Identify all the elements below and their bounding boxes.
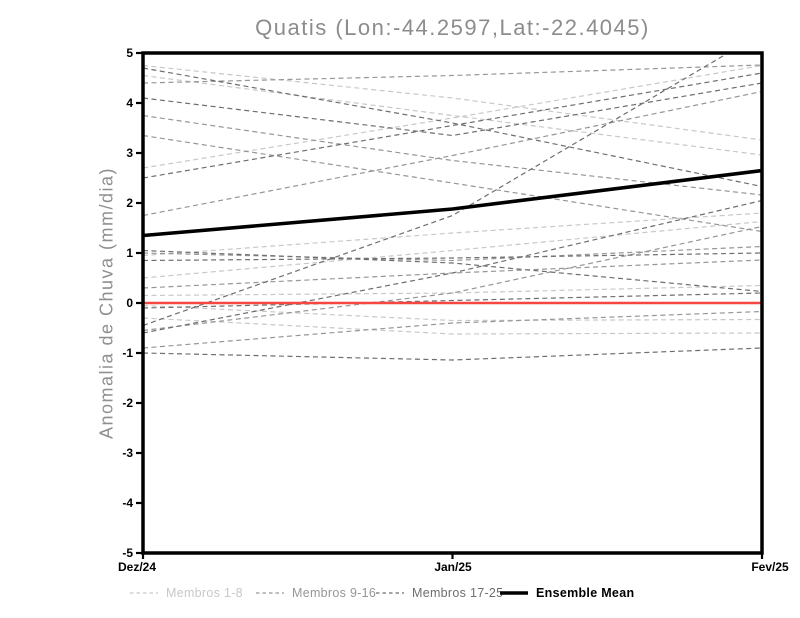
member-line-group-1 [143, 64, 762, 169]
legend-item-membros-9-16: Membros 9-16 [256, 585, 376, 601]
x-tick-label-dez24: Dez/24 [118, 560, 157, 574]
member-line-group-3 [143, 249, 762, 293]
member-line-group-3 [143, 72, 762, 179]
member-line-group-2 [143, 134, 762, 233]
member-line-group-1 [143, 212, 762, 257]
x-tick-label-fev25: Fev/25 [751, 560, 789, 574]
member-line-group-3 [143, 252, 762, 262]
y-tick-label: 2 [126, 196, 133, 210]
y-tick-label: 4 [126, 96, 133, 110]
member-line-group-1 [143, 64, 762, 141]
legend: Membros 1-8 Membros 9-16 Membros 17-25 E… [0, 585, 800, 605]
y-tick-label: 5 [126, 46, 133, 60]
legend-dashed-line-sample-1-8-icon [130, 592, 158, 594]
legend-label-membros-17-25: Membros 17-25 [412, 586, 504, 600]
chart-title: Quatis (Lon:-44.2597,Lat:-22.4045) [255, 15, 650, 40]
member-line-group-2 [143, 259, 762, 289]
y-tick-label: 1 [126, 246, 133, 260]
y-tick-label: -1 [122, 346, 133, 360]
member-line-group-1 [143, 74, 762, 156]
legend-dashed-line-sample-17-25-icon [376, 592, 404, 594]
legend-label-membros-9-16: Membros 9-16 [292, 586, 377, 600]
member-line-group-2 [143, 225, 762, 332]
legend-dashed-line-sample-9-16-icon [256, 592, 284, 594]
member-line-group-3 [143, 82, 762, 137]
legend-item-membros-17-25: Membros 17-25 [376, 585, 503, 601]
member-line-group-2 [143, 64, 762, 84]
member-line-group-2 [143, 245, 762, 262]
x-tick-label-jan25: Jan/25 [434, 560, 472, 574]
member-line-group-3 [143, 199, 762, 334]
y-tick-label: 0 [126, 296, 133, 310]
member-line-group-1 [143, 284, 762, 297]
member-line-group-3 [143, 67, 762, 188]
member-line-group-2 [143, 90, 762, 217]
y-tick-label: 3 [126, 146, 133, 160]
member-line-group-1 [143, 220, 762, 279]
ensemble-mean-line [143, 168, 762, 238]
member-line-group-3 [143, 347, 762, 361]
y-tick-label: -5 [122, 546, 133, 560]
legend-solid-line-sample-mean-icon [500, 591, 528, 595]
legend-item-membros-1-8: Membros 1-8 [130, 585, 243, 601]
y-tick-label: -3 [122, 446, 133, 460]
member-line-group-3 [143, 53, 730, 327]
legend-label-membros-1-8: Membros 1-8 [166, 586, 243, 600]
member-line-group-3 [143, 292, 762, 309]
y-tick-label: -2 [122, 396, 133, 410]
legend-label-ensemble-mean: Ensemble Mean [536, 586, 635, 600]
y-tick-label: -4 [122, 496, 133, 510]
member-line-group-2 [143, 310, 762, 349]
member-line-group-1 [143, 317, 762, 335]
member-line-group-1 [143, 304, 762, 322]
legend-item-ensemble-mean: Ensemble Mean [500, 585, 634, 601]
